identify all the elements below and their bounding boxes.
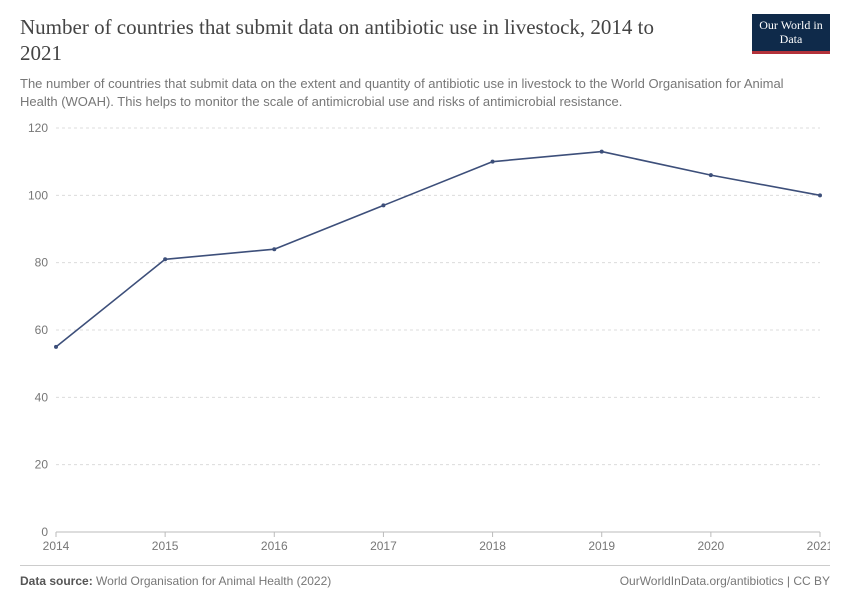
- chart-title: Number of countries that submit data on …: [20, 14, 680, 67]
- data-source-text: World Organisation for Animal Health (20…: [96, 574, 331, 588]
- x-tick-label: 2017: [370, 539, 397, 553]
- data-point: [163, 257, 167, 261]
- data-line: [56, 152, 820, 347]
- line-chart-svg: 0 20 40 60 80 100 120 2014 2015 2016 2017 2018 2019 2…: [20, 120, 830, 556]
- data-point: [381, 203, 385, 207]
- y-tick-label: 100: [28, 188, 48, 202]
- chart-header: Our World in Data Number of countries th…: [0, 0, 850, 111]
- data-point: [54, 345, 58, 349]
- x-tick-label: 2014: [43, 539, 70, 553]
- y-tick-label: 60: [35, 323, 49, 337]
- y-tick-label: 0: [41, 525, 48, 539]
- x-tick-label: 2016: [261, 539, 288, 553]
- chart-area: 0 20 40 60 80 100 120 2014 2015 2016 2017 2018 2019 2…: [20, 120, 830, 556]
- x-tick-label: 2018: [479, 539, 506, 553]
- data-point: [600, 150, 604, 154]
- y-tick-label: 20: [35, 458, 49, 472]
- x-tick-label: 2019: [588, 539, 615, 553]
- data-point: [272, 247, 276, 251]
- data-source: Data source: World Organisation for Anim…: [20, 574, 331, 588]
- data-point: [709, 173, 713, 177]
- data-point: [818, 193, 822, 197]
- y-tick-label: 40: [35, 390, 49, 404]
- y-tick-label: 80: [35, 256, 49, 270]
- chart-subtitle: The number of countries that submit data…: [20, 75, 810, 111]
- x-tick-label: 2021: [807, 539, 830, 553]
- chart-footer: Data source: World Organisation for Anim…: [20, 565, 830, 588]
- x-tick-label: 2020: [698, 539, 725, 553]
- x-tick-label: 2015: [152, 539, 179, 553]
- owid-logo: Our World in Data: [752, 14, 830, 54]
- attribution-text: OurWorldInData.org/antibiotics | CC BY: [620, 574, 830, 588]
- data-source-label: Data source:: [20, 574, 93, 588]
- data-point: [491, 160, 495, 164]
- y-tick-label: 120: [28, 121, 48, 135]
